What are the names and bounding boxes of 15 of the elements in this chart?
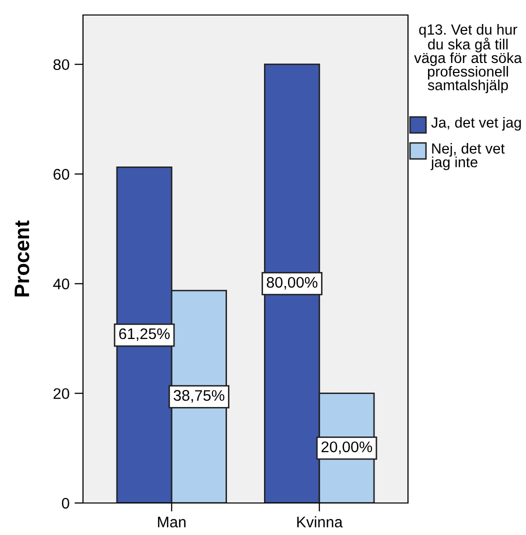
data-label: 61,25%	[119, 328, 170, 341]
y-axis-title: Procent	[14, 220, 30, 296]
y-tick-label: 20	[54, 388, 70, 400]
x-tick-label: Man	[158, 516, 186, 528]
y-tick-label: 40	[53, 278, 70, 290]
y-tick-label: 0	[62, 498, 70, 509]
data-label: 80,00%	[266, 276, 318, 290]
y-tick-label: 60	[54, 168, 70, 180]
legend-label: Ja, det vet jag	[431, 116, 521, 131]
data-label: 38,75%	[174, 390, 224, 403]
x-tick-label: Kvinna	[297, 516, 343, 528]
data-label: 20,00%	[322, 441, 372, 454]
legend-label: Nej, det vet jag inte	[430, 142, 505, 170]
legend-title: q13. Vet du hur du ska gå till väga för att söka professionell samtalshjälp	[414, 24, 522, 94]
y-tick-label: 80	[53, 59, 70, 70]
